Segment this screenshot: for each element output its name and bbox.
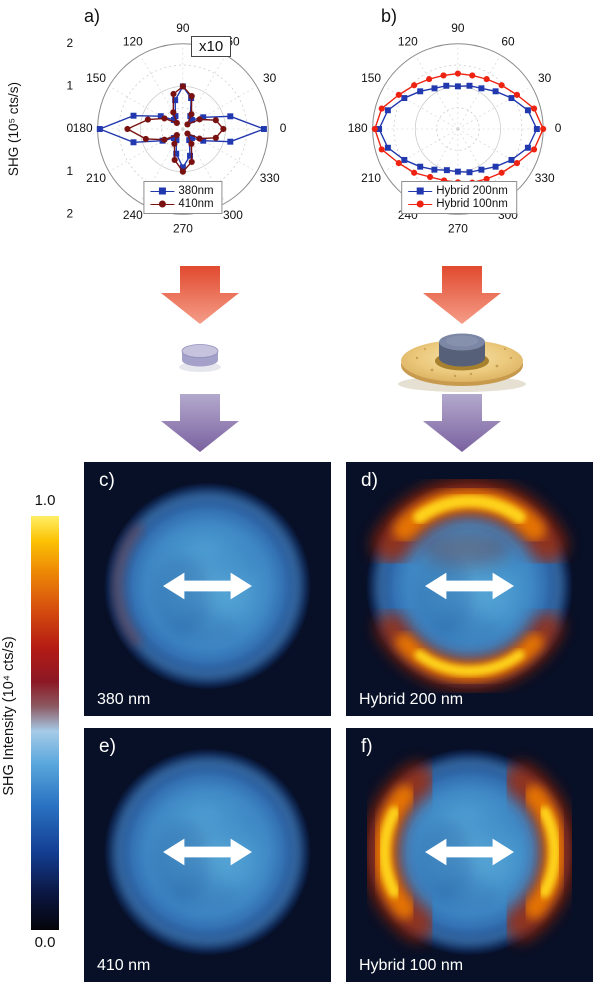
svg-text:1: 1 [67,78,74,92]
legend-b: Hybrid 200nm Hybrid 100nm [401,181,517,214]
arrow-shape [423,394,501,452]
map-label: 410 nm [97,957,151,974]
legend-marker-square-icon [150,186,175,196]
series-hybrid-200nm [376,82,540,176]
svg-text:270: 270 [448,221,468,235]
map-label: Hybrid 200 nm [359,691,464,708]
svg-text:30: 30 [538,71,552,85]
colorbar-min-label: 0.0 [34,934,56,951]
svg-text:210: 210 [361,171,381,185]
legend-item-380nm: 380nm [150,185,214,197]
legend-label: 410nm [178,198,214,210]
hybrid-nanodisk-schematic [398,333,526,392]
legend-a: 380nm 410nm [143,181,223,214]
svg-text:330: 330 [260,171,280,185]
svg-text:120: 120 [398,34,418,48]
svg-text:270: 270 [173,221,193,235]
svg-text:240: 240 [123,208,143,222]
svg-text:30: 30 [263,71,277,85]
scale-annotation: x10 [191,36,232,57]
panel-letter-a: a) [84,6,101,26]
map-panel-d: d) Hybrid 200 nm [346,462,593,716]
polarization-arrow-icon [163,572,252,600]
legend-marker-square-icon [408,186,433,196]
legend-item-hybrid-100nm: Hybrid 100nm [408,198,508,210]
svg-text:60: 60 [501,34,515,48]
svg-text:90: 90 [451,21,465,35]
nanodisk-schematic [179,344,221,372]
colorbar-axis-label: SHG Intensity (10⁴ cts/s) [1,636,17,796]
colorbar-gradient [31,516,59,930]
svg-text:300: 300 [223,208,243,222]
polarization-arrow-icon [163,838,252,866]
polarization-arrow-icon [425,838,514,866]
series-380nm [96,83,267,171]
map-label: Hybrid 100 nm [359,957,464,974]
polar-panel-a: a) 0 30 60 90 120 150 180 210 240 270 300 330 2 1 0 1 2 … [18,2,303,258]
svg-text:180: 180 [73,121,93,135]
panel-letter-e: e) [99,736,116,757]
svg-text:0: 0 [555,121,562,135]
legend-marker-circle-icon [150,199,175,209]
red-down-arrow-icon [423,266,501,324]
svg-text:120: 120 [123,34,143,48]
svg-text:90: 90 [176,21,190,35]
legend-item-410nm: 410nm [150,198,214,210]
legend-label: Hybrid 100nm [436,198,508,210]
svg-text:0: 0 [280,121,287,135]
svg-text:150: 150 [361,71,381,85]
red-down-arrow-icon [161,266,239,324]
arrow-shape [161,394,239,452]
arrow-shape [423,266,501,324]
colorbar-max-label: 1.0 [34,492,56,509]
map-panel-c: c) 380 nm [84,462,331,716]
purple-down-arrow-icon [161,394,239,452]
polar-panel-b: b) 0 30 60 90 120 150 180 210 240 270 300 330 Hybri… [315,2,600,258]
purple-down-arrow-icon [423,394,501,452]
svg-text:0: 0 [67,121,74,135]
svg-text:210: 210 [86,171,106,185]
map-panel-e: e) 410 nm [84,728,331,982]
legend-marker-circle-icon [408,199,433,209]
svg-text:150: 150 [86,71,106,85]
panel-letter-f: f) [361,736,373,757]
svg-text:2: 2 [67,36,74,50]
shg-map-hybrid-200nm [346,462,593,716]
svg-text:1: 1 [67,164,74,178]
panel-letter-c: c) [99,470,115,491]
legend-label: Hybrid 200nm [436,185,508,197]
map-label: 380 nm [97,691,151,708]
panel-letter-d: d) [361,470,378,491]
map-panel-f: f) Hybrid 100 nm [346,728,593,982]
svg-text:180: 180 [348,121,368,135]
legend-label: 380nm [178,185,214,197]
radial-tick-labels: 2 1 0 1 2 [67,36,74,221]
legend-item-hybrid-200nm: Hybrid 200nm [408,185,508,197]
svg-text:330: 330 [535,171,555,185]
polarization-arrow-icon [425,572,514,600]
series-410nm [124,83,227,175]
panel-letter-b: b) [381,6,398,26]
svg-text:2: 2 [67,206,74,220]
arrow-shape [161,266,239,324]
